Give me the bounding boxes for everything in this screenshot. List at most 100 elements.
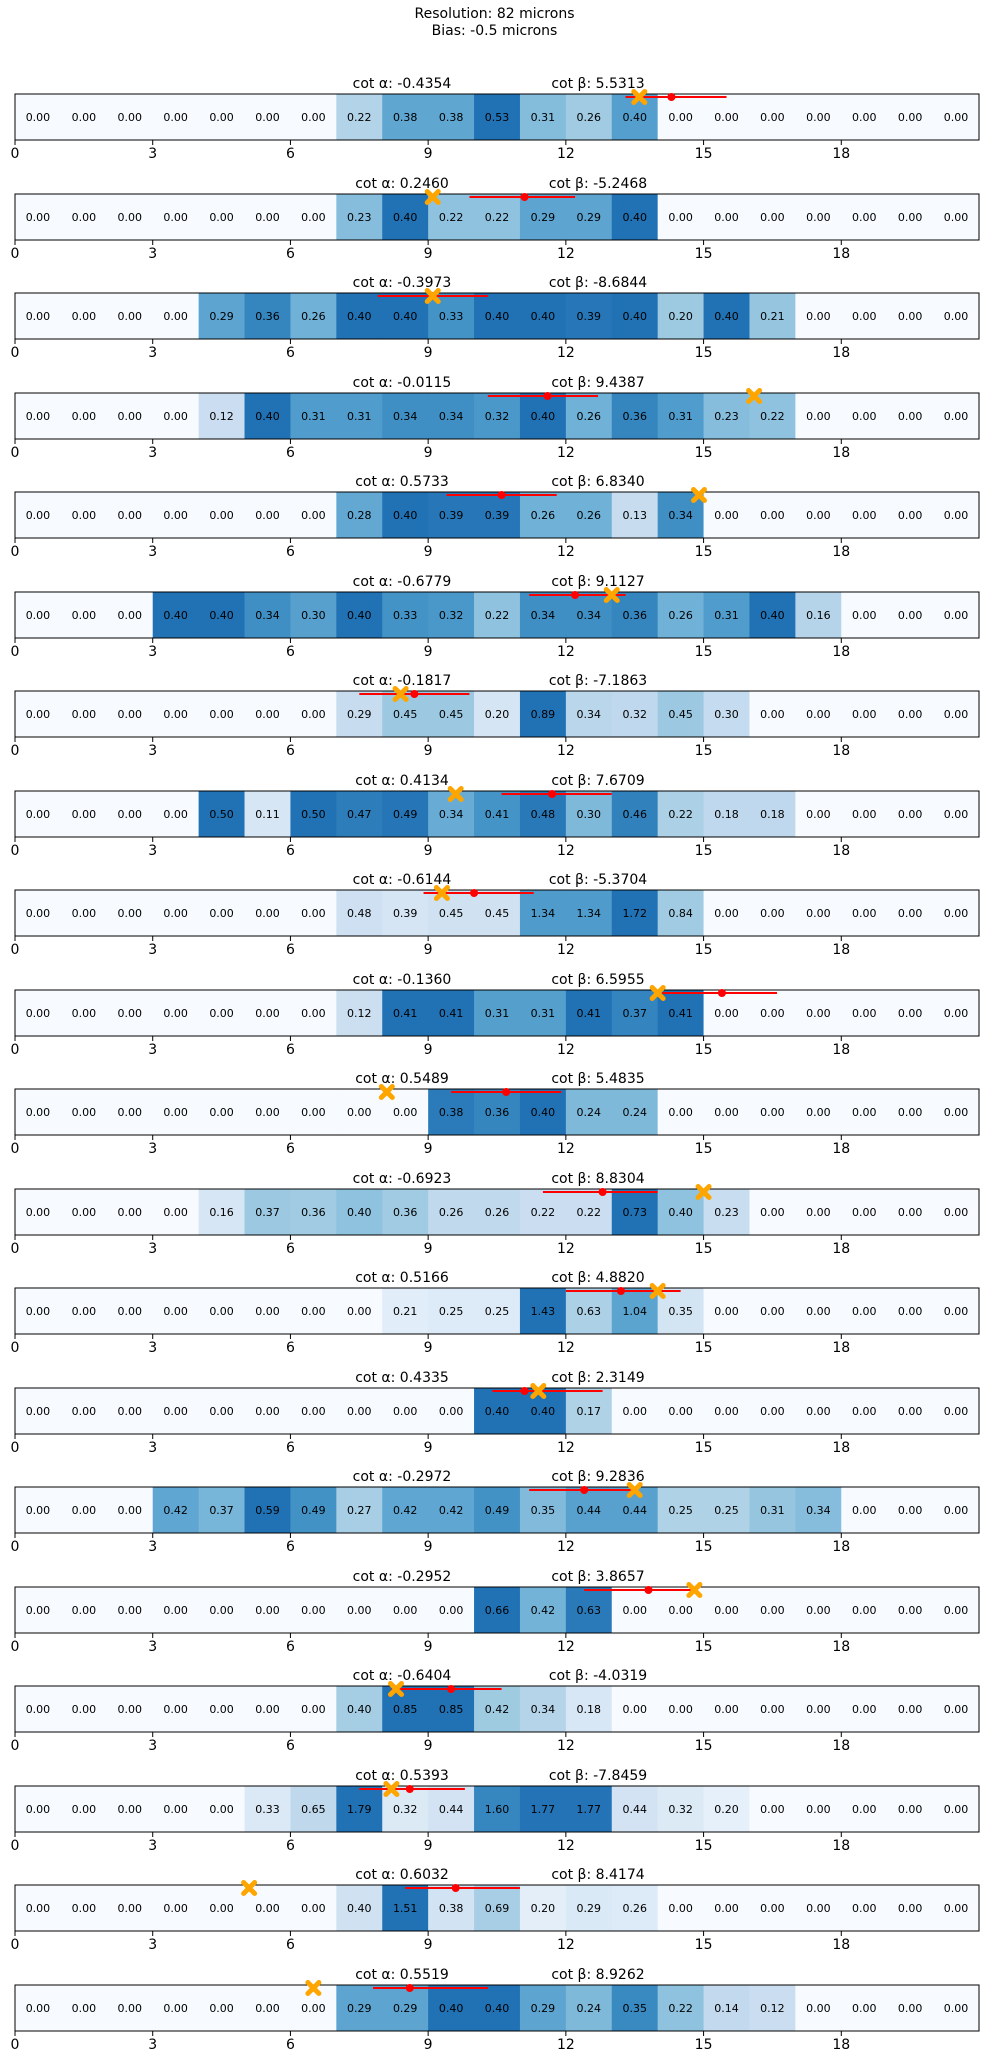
- cell-value-label: 0.00: [806, 211, 831, 224]
- heat-cell: [887, 1885, 934, 1931]
- cell-value-label: 0.00: [72, 211, 97, 224]
- cell-value-label: 0.00: [347, 1604, 372, 1617]
- heat-cell: [15, 1288, 62, 1334]
- reconstructed-point: [405, 1785, 414, 1793]
- cot-alpha-title: cot α: 0.4134: [355, 773, 449, 789]
- x-tick-label: 3: [148, 345, 157, 361]
- heat-cell: [611, 1686, 659, 1732]
- cell-value-label: 0.00: [668, 1703, 693, 1716]
- cell-value-label: 0.23: [347, 211, 372, 224]
- x-tick-label: 0: [11, 1539, 20, 1555]
- cell-value-label: 0.38: [439, 1106, 464, 1119]
- cell-value-label: 0.00: [26, 1803, 51, 1816]
- x-tick-label: 12: [557, 445, 575, 461]
- heat-cell: [474, 1089, 521, 1135]
- cell-value-label: 0.00: [118, 1106, 143, 1119]
- cell-value-label: 0.00: [255, 1703, 280, 1716]
- cell-value-label: 0.50: [209, 808, 234, 821]
- cell-value-label: 0.12: [347, 1007, 372, 1020]
- heat-cell: [244, 1089, 291, 1135]
- cell-value-label: 0.00: [301, 509, 326, 522]
- x-tick-label: 9: [424, 843, 433, 859]
- heat-cell: [198, 1288, 246, 1334]
- cot-beta-title: cot β: 7.6709: [551, 773, 644, 789]
- x-tick-label: 0: [11, 2037, 20, 2053]
- heat-cell: [15, 592, 62, 638]
- heat-cell: [749, 1686, 796, 1732]
- cell-value-label: 0.00: [301, 907, 326, 920]
- x-tick-label: 3: [148, 644, 157, 660]
- heat-cell: [703, 1786, 750, 1832]
- cell-value-label: 0.00: [668, 1106, 693, 1119]
- cell-value-label: 0.00: [944, 1504, 969, 1517]
- cell-value-label: 0.00: [255, 1305, 280, 1318]
- cell-value-label: 0.00: [301, 1604, 326, 1617]
- heat-cell: [60, 791, 108, 837]
- cell-value-label: 0.00: [852, 211, 877, 224]
- x-tick-label: 12: [557, 843, 575, 859]
- heat-cell: [519, 94, 567, 140]
- heat-cell: [657, 1686, 705, 1732]
- cell-value-label: 0.36: [622, 609, 647, 622]
- cell-value-label: 0.00: [301, 111, 326, 124]
- heat-cell: [60, 94, 108, 140]
- heat-cell: [106, 990, 154, 1036]
- heat-cell: [611, 691, 659, 737]
- heat-cell: [336, 791, 383, 837]
- cell-value-label: 0.00: [852, 111, 877, 124]
- reconstructed-point: [502, 1088, 511, 1096]
- cell-value-label: 0.29: [577, 1902, 602, 1915]
- panel-7: 0.00 0.00 0.00 0.00 0.00 0.00 0.00 0.29 0.45 0.45…: [11, 673, 980, 759]
- heat-cell: [611, 1388, 659, 1434]
- cell-value-label: 0.66: [485, 1604, 510, 1617]
- heat-cell: [933, 293, 980, 339]
- x-tick-label: 18: [832, 146, 850, 162]
- cell-value-label: 0.00: [852, 1405, 877, 1418]
- cell-value-label: 0.00: [163, 1007, 188, 1020]
- cot-alpha-title: cot α: 0.5489: [355, 1071, 449, 1087]
- axes-frame: [14, 292, 980, 340]
- reconstructed-point: [598, 1188, 607, 1196]
- cell-value-label: 0.22: [760, 410, 785, 423]
- axes-frame: [14, 193, 980, 241]
- cell-value-label: 0.00: [714, 1604, 739, 1617]
- reconstructed-point: [410, 690, 419, 698]
- cell-value-label: 0.00: [118, 1803, 143, 1816]
- cell-value-label: 0.29: [531, 211, 556, 224]
- heat-cell: [933, 1487, 980, 1533]
- x-tick-label: 9: [424, 345, 433, 361]
- cell-value-label: 0.00: [26, 310, 51, 323]
- cell-value-label: 0.35: [531, 1504, 556, 1517]
- heat-cell: [841, 194, 888, 240]
- cot-alpha-title: cot α: -0.4354: [353, 76, 452, 92]
- heat-cell: [106, 194, 154, 240]
- heat-cell: [382, 293, 429, 339]
- true-position-marker: [746, 388, 763, 404]
- cell-value-label: 0.36: [255, 310, 280, 323]
- heat-cell: [336, 1089, 383, 1135]
- cell-value-label: 0.00: [806, 907, 831, 920]
- heat-cell: [382, 94, 429, 140]
- cell-value-label: 0.00: [944, 1902, 969, 1915]
- heat-cell: [244, 492, 291, 538]
- x-tick-label: 12: [557, 2037, 575, 2053]
- cell-value-label: 0.18: [577, 1703, 602, 1716]
- heat-cell: [887, 492, 934, 538]
- cell-value-label: 0.00: [118, 410, 143, 423]
- x-tick-label: 15: [695, 1241, 713, 1257]
- heat-cell: [152, 1487, 200, 1533]
- cell-value-label: 0.00: [118, 310, 143, 323]
- heat-cell: [703, 1885, 750, 1931]
- reconstructed-point: [543, 392, 552, 400]
- cell-value-label: 0.22: [485, 609, 510, 622]
- x-tick-label: 9: [424, 1937, 433, 1953]
- heat-cell: [519, 1985, 567, 2031]
- cell-value-label: 0.45: [668, 708, 693, 721]
- cell-value-label: 0.85: [439, 1703, 464, 1716]
- cell-value-label: 0.00: [439, 1604, 464, 1617]
- heat-cell: [795, 1487, 842, 1533]
- heat-cell: [657, 393, 705, 439]
- cell-value-label: 0.33: [439, 310, 464, 323]
- cell-value-label: 0.00: [898, 211, 923, 224]
- cell-value-label: 0.37: [622, 1007, 647, 1020]
